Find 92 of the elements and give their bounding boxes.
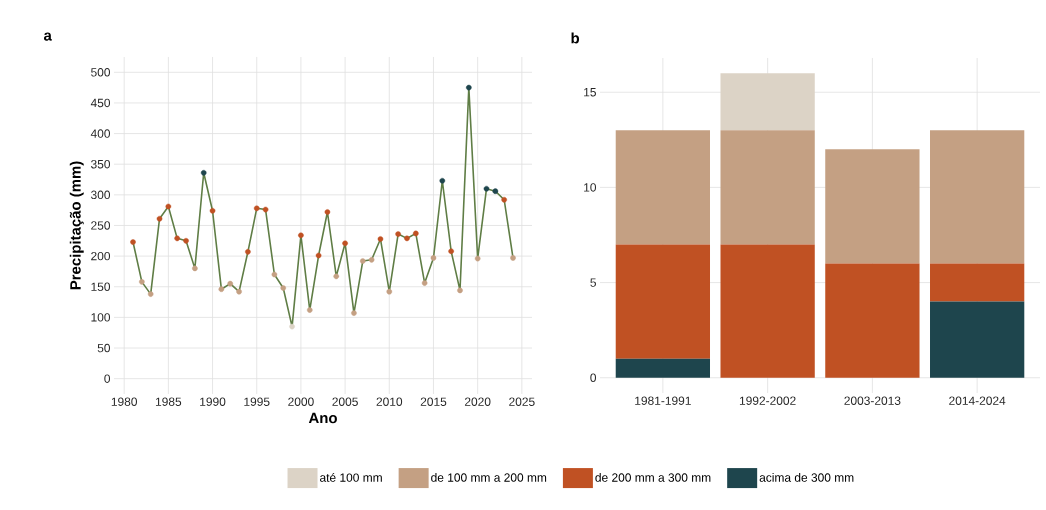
bar (615, 244, 711, 359)
x-tick-label: 1990 (200, 397, 226, 406)
x-tick-label: 2014-2024 (949, 396, 1006, 405)
point (404, 235, 410, 242)
y-tick-label: 0 (104, 374, 111, 383)
y-tick-label: 15 (584, 88, 596, 97)
x-tick-label: 1981-1991 (635, 396, 691, 405)
point (439, 177, 446, 184)
bar (720, 130, 815, 245)
point (147, 291, 154, 297)
x-tick-label: 2005 (332, 397, 358, 406)
y-tick-label: 5 (590, 278, 596, 287)
y-tick-label: 350 (91, 159, 111, 169)
point (501, 196, 507, 203)
point (165, 203, 172, 210)
point (306, 307, 313, 313)
point (262, 206, 269, 213)
point (183, 238, 189, 244)
point (474, 255, 481, 262)
point (448, 248, 454, 255)
chart-title: a (43, 32, 52, 41)
chart-title: b (571, 32, 580, 44)
x-tick-label: 1985 (155, 397, 182, 406)
x-tick-label: 1995 (244, 397, 270, 406)
point (227, 280, 234, 287)
point (333, 273, 340, 280)
y-tick-label: 0 (590, 373, 597, 382)
point (130, 239, 136, 245)
y-tick-label: 10 (584, 183, 597, 192)
x-tick-label: 1980 (111, 397, 137, 406)
point (280, 285, 287, 291)
legend-label: até 100 mm (320, 472, 382, 482)
point (430, 255, 437, 261)
x-tick-label: 2025 (509, 397, 535, 406)
point (192, 265, 198, 272)
point (466, 84, 472, 91)
y-tick-label: 300 (91, 190, 111, 200)
point (386, 288, 393, 295)
point (315, 252, 322, 259)
y-tick-label: 500 (91, 68, 111, 77)
point (457, 287, 463, 294)
point (359, 258, 366, 264)
legend-label: de 200 mm a 300 mm (595, 473, 711, 482)
y-tick-label: 50 (97, 343, 111, 353)
point (271, 271, 278, 278)
point (245, 249, 251, 255)
point (368, 257, 375, 263)
bar (825, 263, 920, 378)
point (174, 235, 180, 242)
x-tick-label: 2010 (376, 397, 403, 406)
y-tick-label: 250 (91, 221, 111, 230)
point (510, 255, 516, 261)
bar (720, 244, 815, 378)
y-tick-label: 100 (91, 313, 111, 322)
legend-label: de 100 mm a 200 mm (431, 473, 547, 482)
x-axis-title: Ano (308, 412, 337, 424)
point (218, 286, 225, 292)
bar (720, 73, 815, 131)
x-tick-label: 1992-2002 (739, 396, 796, 405)
point (483, 185, 490, 192)
point (377, 236, 384, 242)
point (156, 215, 163, 222)
point (351, 310, 357, 316)
point (298, 232, 304, 239)
x-tick-label: 2020 (464, 397, 491, 406)
bar (615, 358, 711, 378)
y-tick-label: 450 (90, 98, 111, 108)
y-tick-label: 400 (90, 129, 111, 138)
bar (825, 149, 920, 264)
point (342, 240, 348, 247)
y-tick-label: 200 (91, 251, 111, 261)
y-tick-label: 150 (91, 282, 111, 291)
bar (930, 263, 1025, 302)
point (413, 230, 419, 237)
point (289, 323, 295, 330)
bar (930, 301, 1025, 378)
x-tick-label: 2015 (420, 397, 447, 406)
point (209, 207, 216, 214)
bar (615, 130, 711, 245)
point (324, 209, 331, 215)
point (421, 280, 428, 286)
point (200, 170, 207, 176)
bar (930, 130, 1025, 264)
point (395, 231, 401, 237)
point (253, 205, 260, 212)
legend-label: acima de 300 mm (759, 473, 854, 482)
x-tick-label: 2000 (288, 397, 314, 406)
y-axis-title: Precipitação (mm) (69, 161, 84, 290)
point (236, 288, 242, 295)
point (139, 279, 145, 285)
x-tick-label: 2003-2013 (844, 396, 901, 405)
point (492, 188, 499, 194)
